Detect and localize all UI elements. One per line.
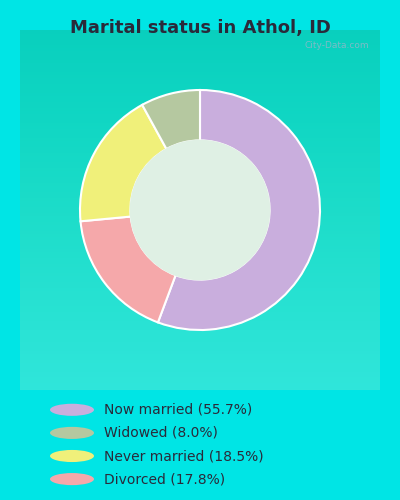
Circle shape	[50, 404, 94, 416]
Wedge shape	[80, 216, 176, 322]
Wedge shape	[142, 90, 200, 149]
Circle shape	[50, 427, 94, 439]
Circle shape	[50, 473, 94, 485]
Text: Never married (18.5%): Never married (18.5%)	[104, 449, 264, 463]
Circle shape	[50, 450, 94, 462]
Wedge shape	[158, 90, 320, 330]
Text: Widowed (8.0%): Widowed (8.0%)	[104, 426, 218, 440]
Text: Now married (55.7%): Now married (55.7%)	[104, 403, 252, 417]
Text: City-Data.com: City-Data.com	[304, 41, 369, 50]
Wedge shape	[80, 105, 166, 222]
Circle shape	[130, 140, 270, 280]
Text: Marital status in Athol, ID: Marital status in Athol, ID	[70, 19, 330, 37]
Text: Divorced (17.8%): Divorced (17.8%)	[104, 472, 225, 486]
